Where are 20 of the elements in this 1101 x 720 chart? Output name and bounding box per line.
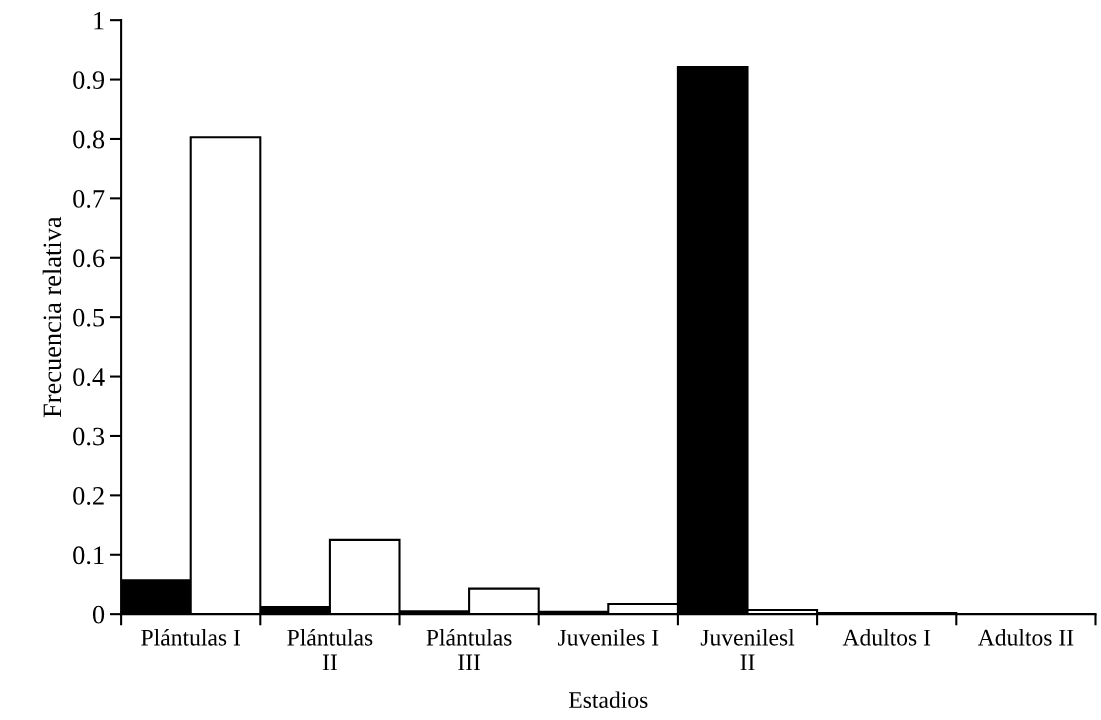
y-axis-title: Frecuencia relativa: [42, 216, 62, 418]
x-tick-label: Juvenilesl II: [700, 629, 795, 671]
x-tick-label: Plántulas II: [287, 628, 373, 671]
y-tick-label: 0.2: [73, 486, 104, 505]
x-tick-label: Juveniles I: [557, 629, 659, 646]
y-tick-label: 0.3: [73, 427, 105, 446]
x-tick-label: Adultos I: [842, 629, 931, 646]
x-tick-label: Adultos II: [977, 629, 1074, 646]
y-tick-label: 0.7: [73, 189, 105, 208]
y-tick-label: 0: [92, 605, 105, 624]
y-tick-label: 0.1: [73, 546, 104, 565]
x-tick-label: Plántulas III: [426, 628, 512, 671]
y-tick-label: 0.6: [73, 249, 105, 268]
y-tick-label: 0.8: [73, 130, 105, 149]
x-tick-label: Plántulas I: [141, 628, 241, 646]
y-tick-label: 0.4: [73, 368, 105, 387]
y-tick-label: 0.9: [73, 71, 105, 90]
y-tick-label: 1: [94, 11, 104, 30]
x-axis-title: Estadios: [568, 691, 648, 708]
y-tick-label: 0.5: [73, 308, 105, 327]
